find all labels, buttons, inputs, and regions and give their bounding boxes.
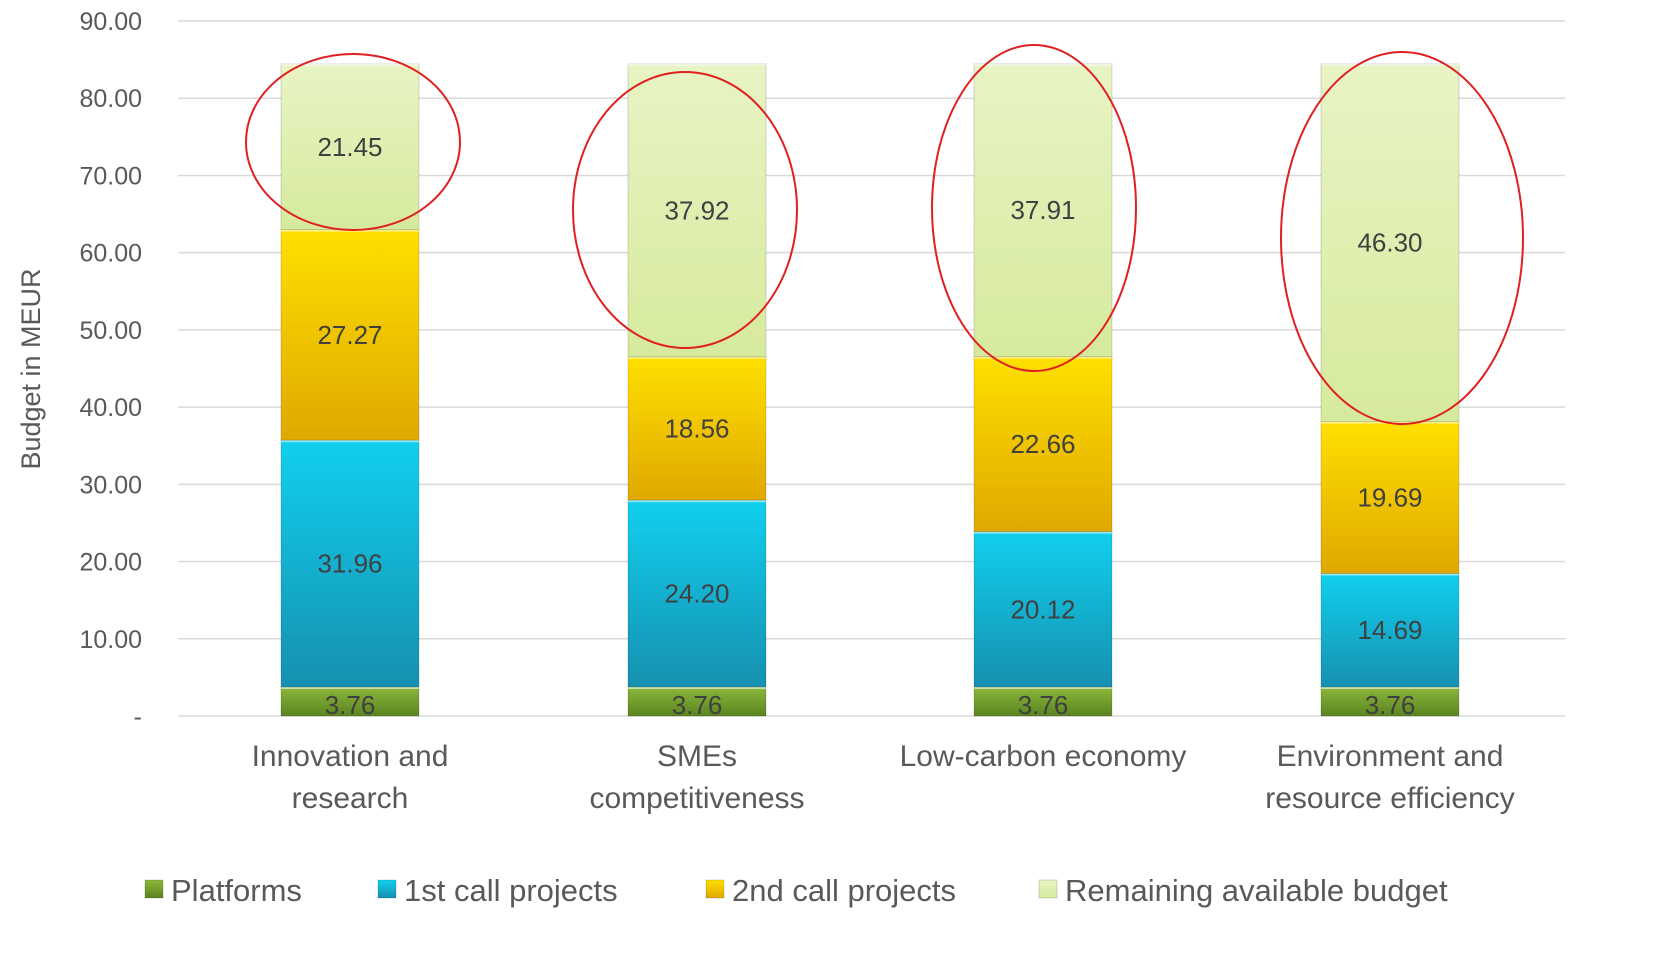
bar-segment	[627, 63, 767, 358]
highlight-ellipse	[245, 53, 461, 231]
bar-segment	[627, 686, 767, 717]
y-tick-label: 90.00	[79, 8, 142, 36]
bar-segment	[280, 63, 420, 231]
x-category-label: competitiveness	[589, 782, 804, 815]
bar-segment	[627, 499, 767, 688]
x-category-label: resource efficiency	[1265, 782, 1515, 815]
y-tick-label: 50.00	[79, 317, 142, 345]
highlight-ellipse	[931, 44, 1137, 372]
bar-segment	[1320, 420, 1460, 575]
data-label: 3.76	[672, 690, 723, 720]
data-label: 14.69	[1357, 615, 1422, 645]
data-label: 31.96	[317, 549, 382, 579]
data-label: 27.27	[317, 320, 382, 350]
y-axis-ticks: - 10.00 20.00 30.00 40.00 50.00 60.00 70.00 80.0…	[79, 8, 142, 731]
y-tick-label: 70.00	[79, 162, 142, 190]
y-tick-label: 60.00	[79, 240, 142, 268]
bar-segment	[1320, 573, 1460, 688]
legend-swatch	[1038, 879, 1058, 899]
legend-label: Platforms	[171, 873, 302, 908]
y-tick-label: 20.00	[79, 549, 142, 577]
data-label: 37.92	[664, 195, 729, 225]
y-tick-label: 30.00	[79, 471, 142, 499]
data-label: 37.91	[1010, 195, 1075, 225]
data-label: 24.20	[664, 579, 729, 609]
legend-label: 2nd call projects	[732, 873, 956, 908]
bar-segment	[1320, 63, 1460, 422]
data-labels: 3.76 31.96 27.27 21.45 3.76 24.20 18.56 37.92 3.…	[317, 132, 1422, 720]
data-label: 3.76	[325, 690, 376, 720]
x-category-label: Environment and	[1277, 740, 1504, 773]
data-label: 18.56	[664, 413, 729, 443]
legend-swatch	[144, 879, 164, 899]
data-label: 19.69	[1357, 482, 1422, 512]
highlight-ellipses	[245, 44, 1524, 425]
data-label: 20.12	[1010, 594, 1075, 624]
y-tick-label: 10.00	[79, 626, 142, 654]
bar-segment	[973, 356, 1113, 533]
legend-label: 1st call projects	[404, 873, 618, 908]
highlight-ellipse	[572, 71, 798, 349]
data-label: 46.30	[1357, 228, 1422, 258]
bar-segment	[627, 356, 767, 501]
bar-segment	[973, 686, 1113, 717]
bars	[280, 63, 1460, 717]
data-label: 3.76	[1018, 690, 1069, 720]
legend-swatch	[705, 879, 725, 899]
y-tick-label: -	[134, 703, 142, 731]
data-label: 3.76	[1365, 690, 1416, 720]
data-label: 22.66	[1010, 429, 1075, 459]
bar-segment	[280, 439, 420, 688]
x-category-label: Low-carbon economy	[900, 740, 1187, 773]
x-category-label: research	[292, 782, 409, 815]
y-tick-label: 40.00	[79, 394, 142, 422]
bar-segment	[1320, 686, 1460, 717]
x-axis-categories: Innovation and research SMEs competitivenes…	[252, 740, 1515, 815]
data-label: 21.45	[317, 132, 382, 162]
legend-swatch	[377, 879, 397, 899]
x-category-label: Innovation and	[252, 740, 449, 773]
bar-segment	[973, 531, 1113, 688]
y-axis-label: Budget in MEUR	[16, 268, 46, 469]
y-tick-label: 80.00	[79, 85, 142, 113]
highlight-ellipse	[1280, 51, 1524, 425]
x-category-label: SMEs	[657, 740, 737, 773]
bar-segment	[973, 63, 1113, 358]
legend-label: Remaining available budget	[1065, 873, 1448, 908]
legend: Platforms 1st call projects 2nd call proje…	[144, 873, 1448, 908]
